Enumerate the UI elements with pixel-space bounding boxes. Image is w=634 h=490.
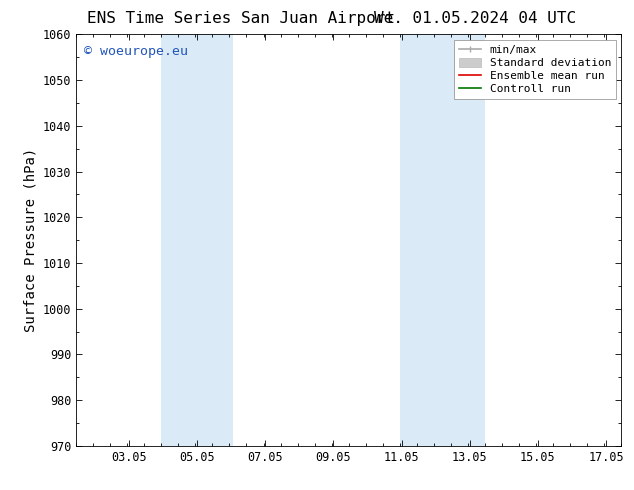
Bar: [161, 34, 233, 446]
Text: We. 01.05.2024 04 UTC: We. 01.05.2024 04 UTC: [375, 11, 576, 26]
Legend: min/max, Standard deviation, Ensemble mean run, Controll run: min/max, Standard deviation, Ensemble me…: [455, 40, 616, 99]
Text: ENS Time Series San Juan Airport: ENS Time Series San Juan Airport: [87, 11, 395, 26]
Y-axis label: Surface Pressure (hPa): Surface Pressure (hPa): [23, 148, 37, 332]
Text: © woeurope.eu: © woeurope.eu: [84, 45, 188, 58]
Bar: [400, 34, 485, 446]
